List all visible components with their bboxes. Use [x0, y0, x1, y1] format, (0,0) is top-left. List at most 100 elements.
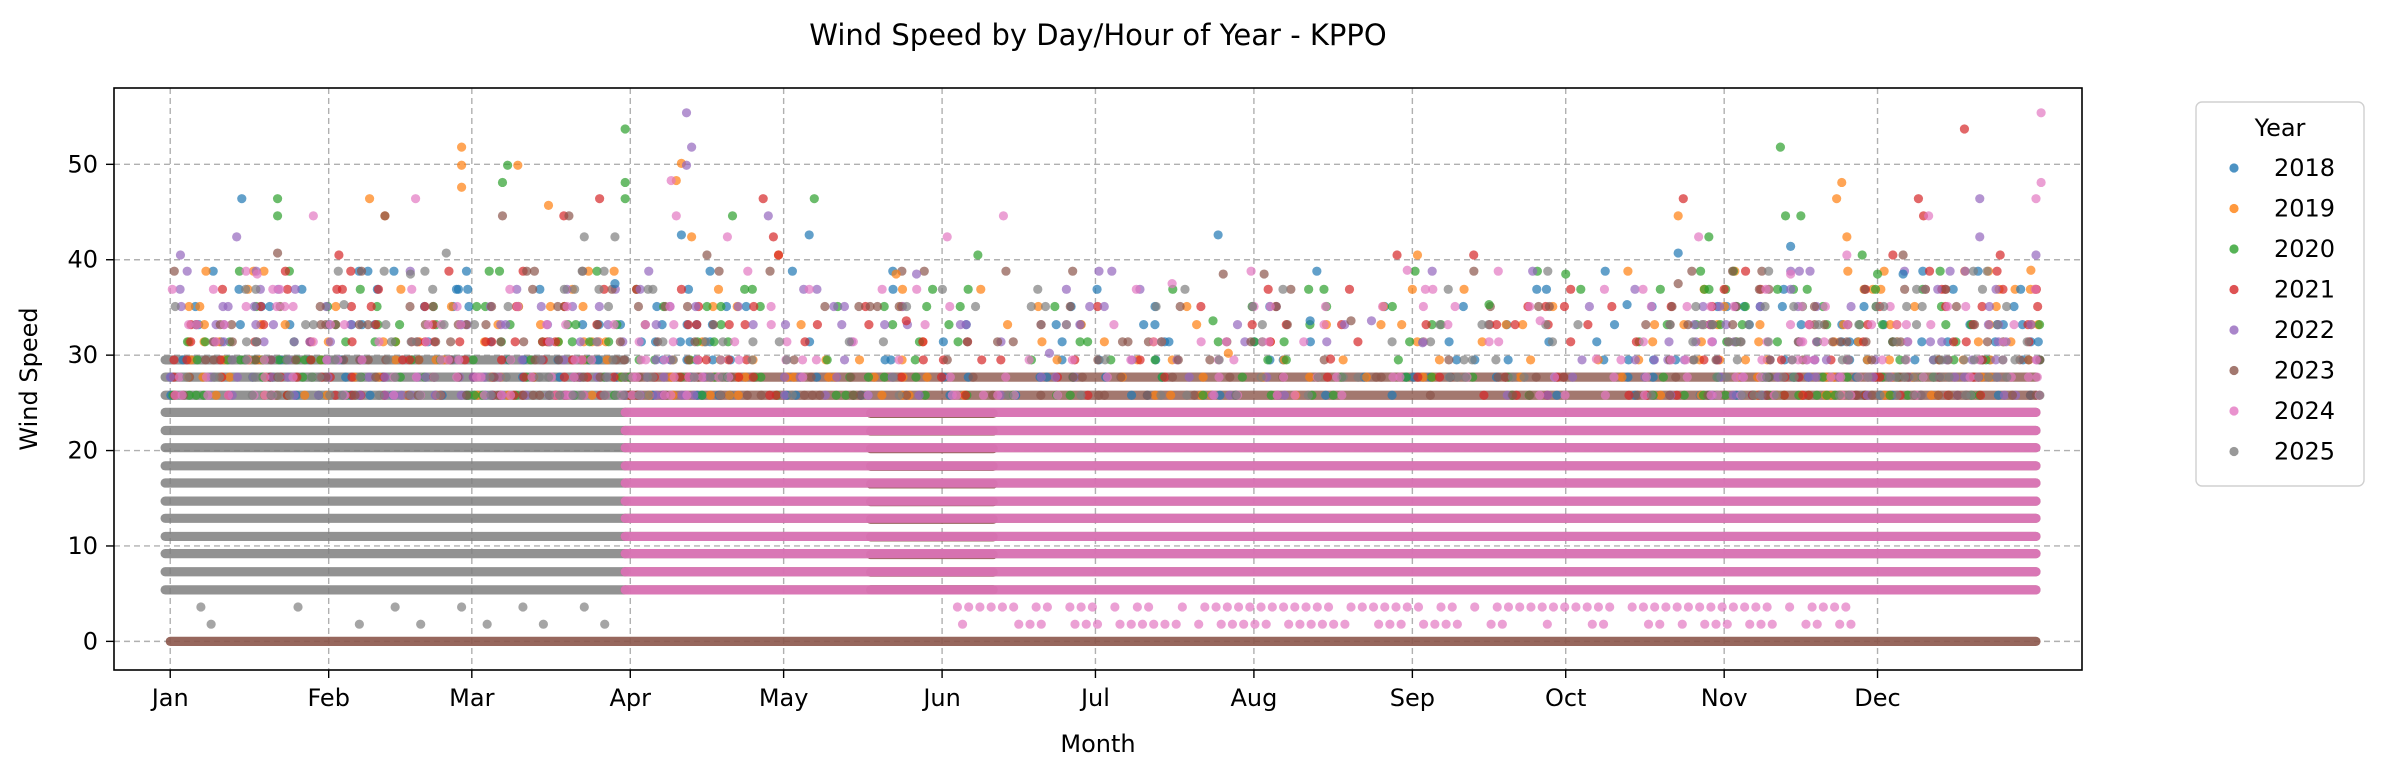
low-wind-point: [1695, 602, 1705, 612]
point-2025: [1452, 372, 1462, 382]
outlier-point-2020: [272, 211, 283, 221]
point-2019: [1617, 372, 1627, 382]
point-2023: [321, 372, 331, 382]
point-2025: [1959, 355, 1969, 365]
outlier-point-2024: [1535, 316, 1545, 326]
point-2019: [1361, 372, 1371, 382]
x-tick-label: Nov: [1701, 684, 1748, 712]
point-2025: [544, 372, 554, 382]
point-2025: [1789, 372, 1799, 382]
point-2018: [1948, 284, 1958, 294]
point-2018: [1552, 390, 1562, 400]
low-wind-point: [1031, 602, 1041, 612]
point-2024: [1826, 372, 1836, 382]
point-2025: [182, 372, 192, 382]
point-2021: [373, 284, 384, 294]
point-2020: [200, 337, 210, 347]
outlier-point-2021: [334, 250, 344, 260]
outlier-point-2019: [456, 142, 467, 152]
low-wind-point: [1683, 602, 1693, 612]
outlier-point-2025: [456, 602, 467, 612]
point-2019: [545, 301, 556, 312]
point-2024: [170, 390, 180, 400]
outlier-point-2022: [763, 211, 773, 221]
low-wind-point: [1762, 602, 1772, 612]
outlier-point-2020: [1561, 269, 1571, 279]
gray-block-band: [160, 585, 630, 595]
low-wind-point: [1548, 602, 1559, 612]
point-2022: [2026, 320, 2036, 330]
point-2024: [562, 301, 572, 312]
point-2018: [1532, 284, 1542, 294]
outlier-point-2020: [272, 194, 283, 204]
point-2024: [1738, 372, 1749, 382]
point-2023: [901, 390, 912, 400]
point-2024: [669, 372, 679, 382]
low-wind-point: [1785, 602, 1795, 612]
outlier-point-2025: [600, 619, 610, 629]
point-2025: [1974, 372, 1984, 382]
point-2023: [2007, 390, 2018, 400]
outlier-point-2020: [1857, 250, 1867, 260]
point-2021: [186, 337, 196, 347]
point-2021: [1247, 320, 1257, 330]
point-2022: [346, 320, 356, 330]
point-2023: [227, 337, 237, 347]
outlier-point-2023: [497, 211, 508, 221]
point-2022: [659, 372, 669, 382]
low-wind-point: [1672, 602, 1682, 612]
legend-frame: [2195, 101, 2365, 487]
point-2022: [1794, 266, 1804, 276]
point-2023: [1175, 301, 1185, 312]
point-2023: [496, 337, 506, 347]
pink-block-band: [620, 513, 2041, 523]
point-2021: [280, 266, 290, 276]
low-wind-point: [1829, 602, 1840, 612]
point-2023: [1225, 372, 1235, 382]
point-2023: [815, 390, 825, 400]
point-2023: [363, 355, 373, 365]
point-2019: [1182, 301, 1192, 312]
point-2021: [347, 372, 357, 382]
low-wind-point: [1706, 602, 1716, 612]
point-2024: [945, 372, 955, 382]
point-2025: [1256, 372, 1266, 382]
point-2018: [675, 337, 685, 347]
low-wind-point: [975, 602, 985, 612]
point-2022: [219, 337, 229, 347]
point-2025: [534, 372, 544, 382]
point-2019: [1754, 337, 1764, 347]
point-2025: [1033, 284, 1043, 294]
low-wind-point: [1661, 602, 1671, 612]
point-2018: [1592, 337, 1602, 347]
point-2022: [251, 320, 261, 330]
point-2025: [435, 390, 445, 400]
point-2023: [619, 355, 629, 365]
point-2022: [748, 320, 758, 330]
x-tick-label: May: [759, 684, 809, 712]
point-2021: [1740, 266, 1751, 276]
point-2020: [879, 372, 890, 382]
point-2024: [1299, 337, 1309, 347]
point-2023: [682, 301, 693, 312]
point-2025: [1737, 390, 1747, 400]
pink-block-band: [620, 531, 2041, 542]
legend-label-2023: 2023: [2274, 357, 2335, 385]
point-2020: [1812, 390, 1822, 400]
point-2023: [1531, 372, 1541, 382]
point-2025: [1708, 320, 1718, 330]
point-2025: [1338, 372, 1348, 382]
point-2022: [1715, 301, 1725, 312]
point-2018: [652, 301, 662, 312]
point-2019: [587, 390, 597, 400]
low-wind-point: [1396, 619, 1406, 629]
point-2024: [1757, 355, 1767, 365]
point-2023: [1754, 284, 1764, 294]
point-2024: [479, 390, 490, 400]
low-wind-point: [1835, 619, 1845, 629]
point-2021: [487, 337, 497, 347]
point-2025: [1899, 372, 1910, 382]
gray-block-band: [160, 443, 630, 453]
low-wind-point: [1846, 619, 1856, 629]
point-2025: [1968, 266, 1979, 276]
